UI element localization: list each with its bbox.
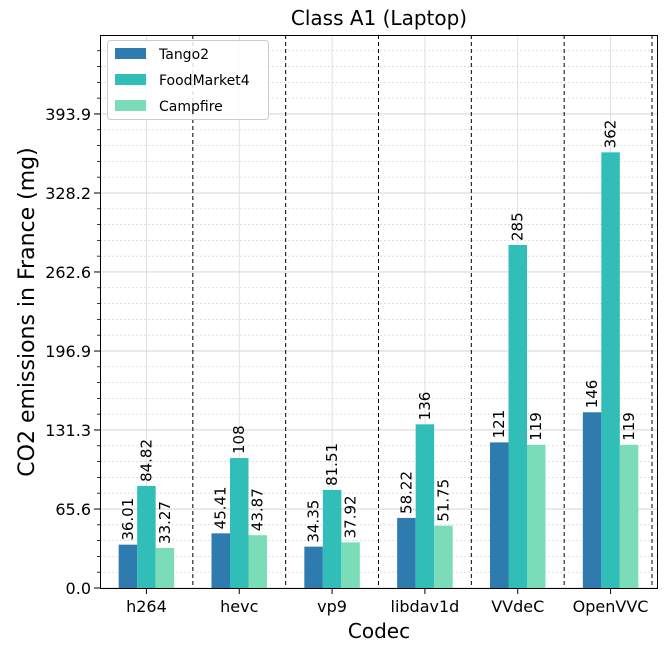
data-label: 119 [527, 412, 545, 441]
y-axis: 0.0 65.6 131.3 196.9 262.6 328.2 393.9 [45, 50, 100, 598]
data-label: 136 [416, 392, 434, 421]
bar-tango2-vp9 [304, 546, 323, 588]
bar-campfire-vp9 [341, 542, 360, 588]
data-label: 84.82 [137, 439, 155, 482]
bar-tango2-openvvc [582, 412, 602, 588]
bar-campfire-vvdec [527, 444, 546, 588]
data-label: 33.27 [156, 501, 174, 544]
bar-tango2-vvdec [490, 442, 509, 588]
legend-swatch [115, 100, 146, 111]
chart-title: Class A1 (Laptop) [291, 6, 467, 30]
plot-frame [100, 35, 658, 589]
group-separators [192, 35, 653, 588]
bar-campfire-h264 [155, 547, 175, 588]
y-axis-label: CO2 emissions in France (mg) [15, 147, 40, 476]
x-tick-label: h264 [126, 597, 167, 616]
bar-foodmarket4-libdav1d [415, 424, 435, 588]
x-tick-label: OpenVVC [573, 597, 649, 616]
data-label: 108 [230, 425, 248, 454]
x-axis-label: Codec [348, 619, 410, 643]
bar-campfire-libdav1d [434, 525, 453, 588]
legend-swatch [115, 74, 146, 85]
bar-tango2-libdav1d [397, 517, 416, 588]
bars [118, 152, 639, 589]
data-label: 36.01 [119, 498, 137, 541]
data-labels: 36.01 45.41 34.35 58.22 121 146 84.82 108 81.51 1… [119, 120, 638, 544]
data-label: 362 [602, 120, 620, 149]
x-tick-label: vp9 [317, 597, 347, 616]
bar-foodmarket4-vp9 [322, 489, 342, 588]
y-tick-label: 393.9 [45, 105, 91, 124]
legend-label: Tango2 [158, 47, 209, 63]
data-label: 34.35 [305, 500, 323, 543]
legend: Tango2 FoodMarket4 Campfire [107, 40, 269, 120]
data-label: 37.92 [342, 495, 360, 538]
data-label: 58.22 [397, 471, 415, 514]
y-tick-label: 0.0 [66, 579, 91, 598]
bar-campfire-openvvc [619, 444, 639, 588]
y-tick-label: 262.6 [45, 263, 91, 282]
y-tick-label: 196.9 [45, 342, 91, 361]
data-label: 119 [620, 412, 638, 441]
bar-campfire-hevc [248, 535, 267, 588]
data-label: 81.51 [323, 443, 341, 486]
x-tick-label: VVdeC [491, 597, 544, 616]
bar-foodmarket4-vvdec [508, 245, 527, 588]
x-tick-label: libdav1d [391, 597, 460, 616]
data-label: 146 [583, 380, 601, 409]
y-tick-label: 65.6 [55, 500, 91, 519]
bar-tango2-h264 [118, 544, 138, 588]
data-label: 285 [509, 212, 527, 241]
data-label: 43.87 [249, 488, 267, 531]
bar-foodmarket4-hevc [230, 458, 249, 588]
x-tick-label: hevc [220, 597, 258, 616]
legend-frame [107, 40, 269, 120]
data-label: 45.41 [212, 486, 230, 529]
x-axis: h264 hevc vp9 libdav1d VVdeC OpenVVC [126, 588, 648, 616]
data-label: 51.75 [434, 479, 452, 522]
legend-label: FoodMarket4 [159, 73, 250, 89]
bar-foodmarket4-openvvc [601, 152, 620, 589]
bar-foodmarket4-h264 [137, 485, 156, 588]
y-tick-label: 328.2 [45, 184, 91, 203]
y-tick-label: 131.3 [45, 421, 91, 440]
legend-swatch [115, 48, 146, 59]
legend-label: Campfire [159, 99, 223, 115]
bar-tango2-hevc [211, 533, 230, 588]
data-label: 121 [490, 410, 508, 439]
